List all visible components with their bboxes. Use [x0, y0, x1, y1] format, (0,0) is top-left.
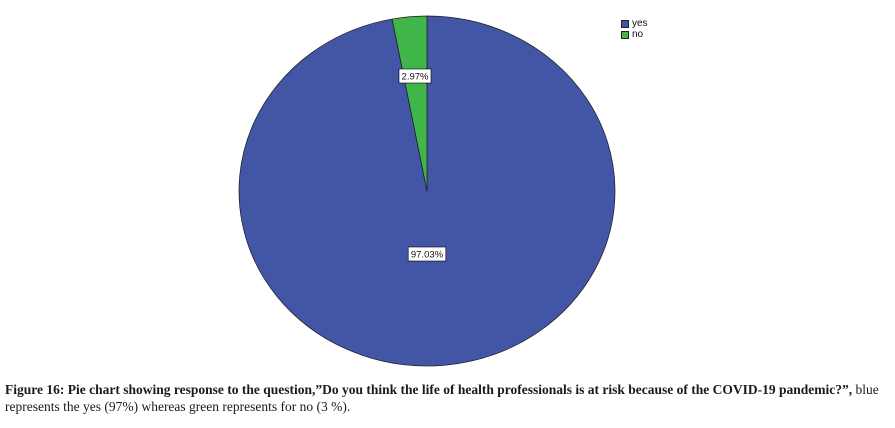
- pie-slice-no: [391, 15, 428, 192]
- legend-item-yes: yes: [621, 18, 648, 29]
- slice-label-box-no: [398, 68, 432, 84]
- figure-number: Figure 16:: [5, 382, 65, 397]
- legend-label-yes: yes: [632, 18, 648, 29]
- legend-item-no: no: [621, 29, 648, 40]
- figure-color-note: blue represents the yes (97%) whereas gr…: [5, 382, 879, 414]
- slice-label-yes: 97.03%: [407, 246, 447, 262]
- slice-label-text-no: 2.97%: [402, 72, 429, 83]
- figure-description: Pie chart showing response to the questi…: [64, 382, 853, 397]
- pie-slices: [238, 15, 616, 367]
- slice-label-box-yes: [407, 246, 447, 262]
- slice-labels: 97.03% 2.97%: [398, 68, 447, 262]
- chart-legend: yes no: [621, 18, 648, 40]
- legend-swatch-yes: [621, 19, 629, 28]
- figure-caption: Figure 16: Pie chart showing response to…: [5, 381, 893, 415]
- slice-label-text-yes: 97.03%: [411, 250, 444, 261]
- pie-chart: 97.03% 2.97%: [238, 15, 616, 367]
- legend-swatch-no: [621, 30, 629, 39]
- slice-label-no: 2.97%: [398, 68, 432, 84]
- legend-label-no: no: [632, 29, 644, 40]
